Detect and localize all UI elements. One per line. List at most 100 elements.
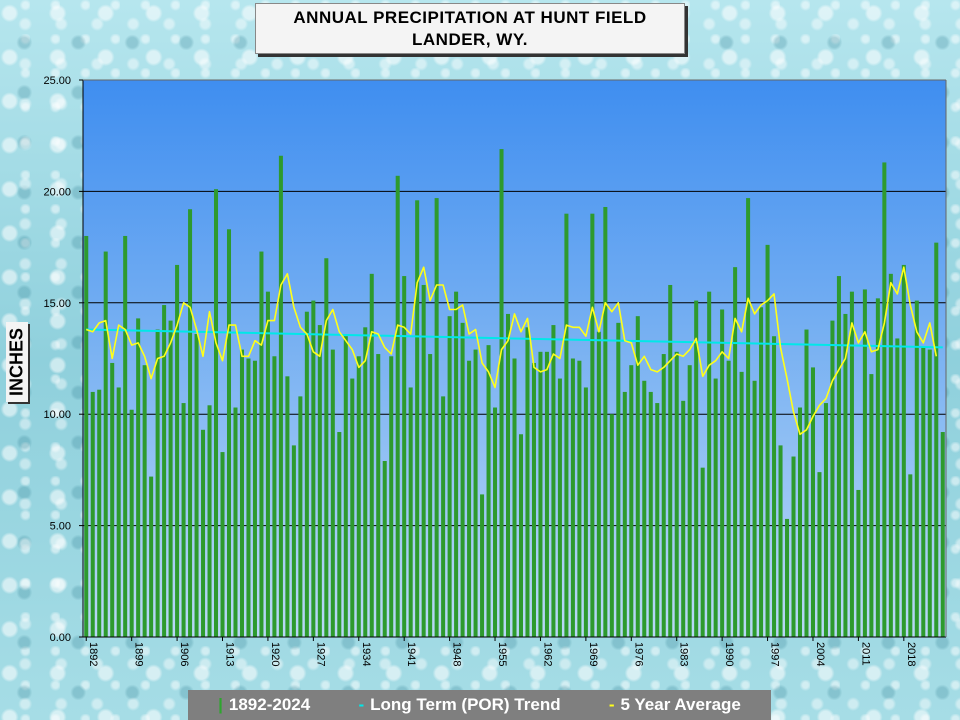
- bar: [726, 360, 731, 637]
- bar: [810, 367, 815, 637]
- bar: [875, 298, 880, 637]
- bar: [746, 198, 751, 638]
- bar: [772, 336, 777, 637]
- bar: [246, 358, 251, 637]
- legend-avg-swatch: -: [608, 695, 615, 714]
- bar: [927, 349, 932, 637]
- legend: | 1892-2024 - Long Term (POR) Trend - 5 …: [188, 690, 771, 720]
- bar: [609, 414, 614, 637]
- bar: [259, 251, 264, 637]
- bar: [201, 429, 206, 637]
- bar: [421, 284, 426, 637]
- bar: [512, 358, 517, 637]
- bar: [441, 396, 446, 637]
- x-tick-label: 1997: [769, 642, 781, 666]
- bar: [759, 307, 764, 637]
- bar: [116, 387, 121, 637]
- y-tick-label: 20.00: [43, 186, 71, 198]
- x-tick-label: 1927: [314, 642, 326, 666]
- bar: [830, 320, 835, 637]
- bar: [668, 284, 673, 637]
- bar: [136, 318, 141, 637]
- bar: [940, 432, 945, 637]
- bar: [934, 242, 939, 638]
- bar: [493, 407, 498, 637]
- legend-bars-label: 1892-2024: [228, 695, 311, 714]
- bar: [110, 362, 115, 637]
- bar: [499, 149, 504, 637]
- bar-series: [84, 149, 945, 638]
- bar: [415, 200, 420, 637]
- five-year-average-line: [85, 266, 938, 436]
- bar: [298, 396, 303, 637]
- bar: [862, 289, 867, 637]
- bar: [175, 264, 180, 637]
- bar: [467, 360, 472, 637]
- bar: [836, 276, 841, 637]
- x-tick-label: 2011: [859, 642, 871, 666]
- bar: [505, 313, 511, 637]
- bar: [142, 365, 147, 637]
- bar: [149, 476, 154, 637]
- bar: [181, 403, 186, 637]
- legend-item-avg: - 5 Year Average: [609, 695, 741, 715]
- bar: [785, 518, 790, 637]
- x-tick-label: 2004: [814, 642, 826, 666]
- bar: [363, 327, 368, 637]
- bar: [921, 347, 926, 637]
- x-tick-label: 1976: [632, 642, 644, 666]
- bar: [382, 460, 387, 637]
- x-tick-label: 1969: [587, 642, 599, 666]
- bar: [389, 356, 394, 637]
- bar: [97, 389, 102, 637]
- bar: [311, 300, 316, 637]
- bar: [207, 405, 212, 637]
- bar: [369, 273, 374, 637]
- bar: [272, 356, 277, 637]
- bar: [908, 474, 913, 637]
- chart-title-line1: ANNUAL PRECIPITATION AT HUNT FIELD: [293, 8, 647, 27]
- bar: [402, 276, 407, 637]
- bar: [408, 387, 413, 637]
- bar: [486, 345, 491, 637]
- bar: [914, 300, 919, 637]
- bar: [817, 472, 822, 637]
- bar: [324, 258, 329, 637]
- bar: [551, 325, 556, 637]
- bar: [233, 407, 238, 637]
- bar: [123, 235, 128, 637]
- bar: [720, 309, 725, 637]
- y-tick-label: 10.00: [43, 409, 71, 421]
- bar: [155, 329, 160, 637]
- y-tick-label: 25.00: [43, 75, 71, 87]
- bar: [395, 175, 400, 637]
- trend-line: [86, 328, 943, 349]
- bar: [252, 360, 257, 637]
- bar: [103, 251, 108, 637]
- bar: [901, 264, 906, 637]
- bar: [544, 351, 549, 637]
- bar: [869, 374, 874, 637]
- bar: [603, 206, 608, 637]
- axes: 0.00 5.00 10.00 15.00 20.00 25.00 1892 1899 1906…: [43, 75, 947, 666]
- bar: [823, 403, 828, 637]
- bar: [278, 155, 283, 637]
- bar: [616, 322, 621, 637]
- bar: [337, 432, 342, 637]
- legend-bars-swatch: |: [218, 695, 223, 714]
- bar: [694, 300, 699, 637]
- bar: [882, 162, 887, 637]
- x-tick-label: 1934: [360, 642, 372, 666]
- bar: [583, 387, 588, 637]
- line-series: [85, 266, 943, 436]
- x-tick-label: 1955: [496, 642, 508, 666]
- legend-avg-label: 5 Year Average: [620, 695, 741, 714]
- x-tick-label: 1906: [178, 642, 190, 666]
- legend-item-bars: | 1892-2024: [218, 695, 310, 715]
- bar: [895, 338, 900, 637]
- chart-title-line2: LANDER, WY.: [412, 30, 528, 49]
- bar: [265, 291, 270, 637]
- bar: [674, 351, 679, 637]
- bar: [642, 380, 647, 637]
- bar: [687, 365, 692, 637]
